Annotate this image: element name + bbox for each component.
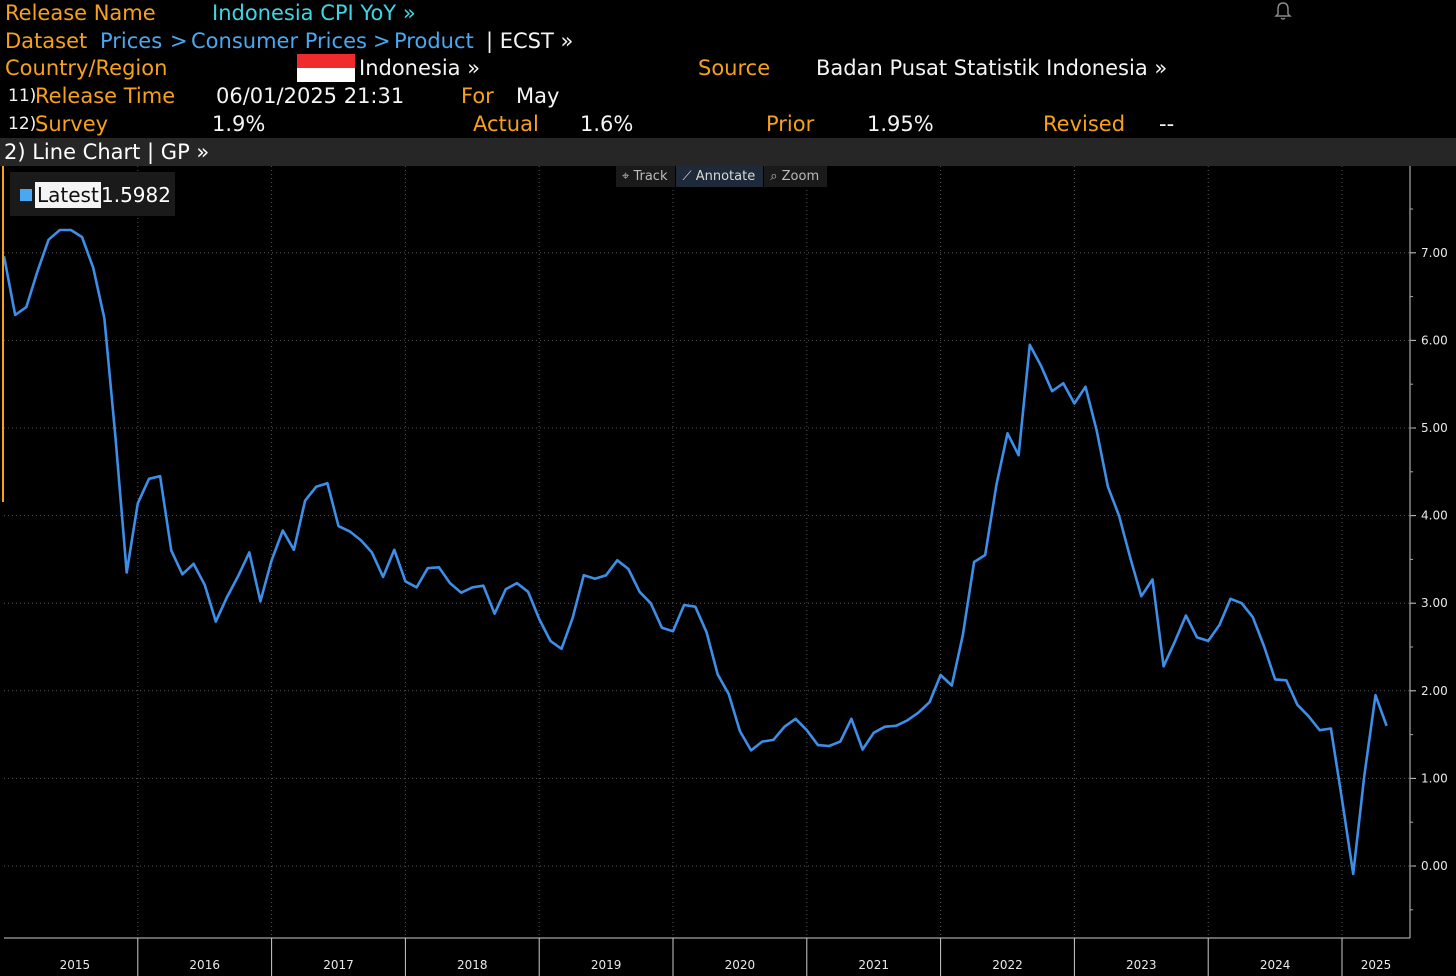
chart-axes bbox=[4, 166, 1411, 976]
x-tick-label: 2025 bbox=[1361, 958, 1392, 972]
revised-label: Revised bbox=[1043, 112, 1126, 136]
dataset-consumer-prices-link[interactable]: Consumer Prices bbox=[191, 29, 367, 53]
bell-icon[interactable] bbox=[1272, 0, 1294, 22]
x-tick-label: 2019 bbox=[591, 958, 622, 972]
country-label: Country/Region bbox=[5, 56, 168, 80]
pencil-icon: ⟋ bbox=[682, 169, 696, 184]
release-time-value: 06/01/2025 21:31 bbox=[216, 84, 405, 108]
actual-value: 1.6% bbox=[580, 112, 634, 136]
release-time-num[interactable]: 11) bbox=[8, 86, 37, 106]
y-tick-label: 2.00 bbox=[1421, 684, 1448, 698]
track-button[interactable]: ⌖ Track bbox=[616, 166, 677, 187]
x-tick-label: 2020 bbox=[725, 958, 756, 972]
chart-title[interactable]: 2) Line Chart | GP » bbox=[4, 140, 210, 164]
x-tick-label: 2024 bbox=[1260, 958, 1291, 972]
y-tick-label: 5.00 bbox=[1421, 421, 1448, 435]
y-tick-label: 3.00 bbox=[1421, 596, 1448, 610]
x-tick-label: 2021 bbox=[858, 958, 889, 972]
country-value[interactable]: Indonesia » bbox=[359, 56, 481, 80]
for-value: May bbox=[516, 84, 560, 108]
x-tick-label: 2016 bbox=[189, 958, 220, 972]
survey-num[interactable]: 12) bbox=[8, 114, 37, 134]
release-time-label: Release Time bbox=[35, 84, 176, 108]
dataset-code[interactable]: | ECST » bbox=[486, 29, 574, 53]
y-tick-label: 0.00 bbox=[1421, 859, 1448, 873]
chart-title-bar[interactable]: 2) Line Chart | GP » bbox=[0, 138, 1456, 166]
chart-ticks: 0.00 1.00 2.00 3.00 4.00 5.00 6.00 7.00 2015 2016… bbox=[60, 208, 1448, 972]
annotate-button[interactable]: ⟋ Annotate bbox=[676, 166, 765, 187]
source-value[interactable]: Badan Pusat Statistik Indonesia » bbox=[816, 56, 1168, 80]
actual-label: Actual bbox=[473, 112, 539, 136]
for-label: For bbox=[461, 84, 494, 108]
crosshair-icon: ⌖ bbox=[622, 169, 634, 184]
chart-legend[interactable]: Latest 1.5982 bbox=[10, 172, 175, 216]
zoom-button[interactable]: ⌕ Zoom bbox=[764, 166, 829, 187]
magnifier-icon: ⌕ bbox=[770, 169, 782, 184]
chart-grid bbox=[4, 166, 1410, 938]
y-tick-label: 7.00 bbox=[1421, 246, 1448, 260]
breadcrumb-separator: > bbox=[373, 29, 391, 53]
legend-value: 1.5982 bbox=[101, 183, 171, 207]
dataset-product-link[interactable]: Product bbox=[394, 29, 474, 53]
x-tick-label: 2018 bbox=[457, 958, 488, 972]
x-tick-label: 2022 bbox=[992, 958, 1023, 972]
line-chart[interactable]: 0.00 1.00 2.00 3.00 4.00 5.00 6.00 7.00 2015 2016… bbox=[0, 166, 1456, 976]
breadcrumb-separator: > bbox=[170, 29, 188, 53]
dataset-label: Dataset bbox=[5, 29, 88, 53]
legend-label: Latest bbox=[35, 182, 101, 208]
x-tick-label: 2015 bbox=[60, 958, 91, 972]
x-tick-label: 2023 bbox=[1126, 958, 1157, 972]
prior-value: 1.95% bbox=[867, 112, 934, 136]
indonesia-flag-icon bbox=[297, 54, 355, 82]
y-tick-label: 6.00 bbox=[1421, 333, 1448, 347]
y-tick-label: 1.00 bbox=[1421, 771, 1448, 785]
survey-label: Survey bbox=[35, 112, 109, 136]
release-name-label: Release Name bbox=[5, 1, 156, 25]
y-tick-label: 4.00 bbox=[1421, 509, 1448, 523]
revised-value: -- bbox=[1159, 112, 1175, 136]
dataset-prices-link[interactable]: Prices bbox=[100, 29, 163, 53]
chart-toolbar: ⌖ Track ⟋ Annotate ⌕ Zoom bbox=[616, 166, 829, 187]
source-label: Source bbox=[698, 56, 771, 80]
prior-label: Prior bbox=[766, 112, 815, 136]
survey-value: 1.9% bbox=[212, 112, 266, 136]
release-name-value[interactable]: Indonesia CPI YoY » bbox=[212, 1, 416, 25]
legend-swatch bbox=[20, 189, 32, 201]
x-tick-label: 2017 bbox=[323, 958, 354, 972]
series-line-latest bbox=[2, 228, 1388, 876]
